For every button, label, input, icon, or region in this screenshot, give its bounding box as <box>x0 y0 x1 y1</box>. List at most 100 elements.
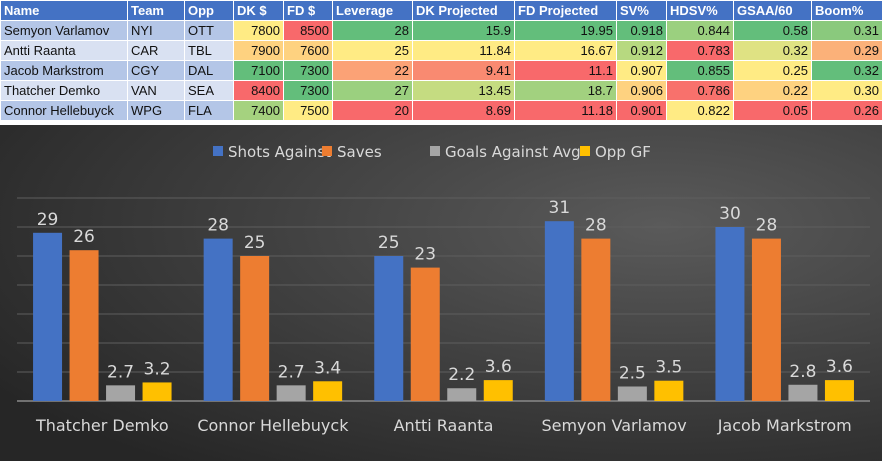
bar-shots-against <box>374 256 404 401</box>
table-cell: 7100 <box>233 60 284 81</box>
bar-saves <box>581 238 611 401</box>
column-header[interactable]: Name <box>0 0 128 21</box>
legend-entry[interactable]: Goals Against Avg <box>445 143 581 161</box>
table-row: Connor Hellebuyck WPG FLA 7400 7500 20 8.69 11.… <box>0 100 882 121</box>
table-row: Thatcher Demko VAN SEA 8400 7300 27 13.45 18.7 0… <box>0 80 882 101</box>
bar-shots-against <box>203 238 233 401</box>
data-label: 30 <box>719 204 741 224</box>
table-cell: 0.906 <box>616 80 667 101</box>
table-cell: 11.1 <box>514 60 617 81</box>
table-cell: Antti Raanta <box>0 40 128 61</box>
table-cell: 0.32 <box>811 60 882 81</box>
data-label: 2.8 <box>789 362 816 382</box>
table-cell: 0.32 <box>733 40 812 61</box>
table-cell: 0.844 <box>666 20 734 41</box>
bar-shots-against <box>544 221 574 401</box>
legend-entry[interactable]: Opp GF <box>595 143 651 161</box>
table-cell: 0.30 <box>811 80 882 101</box>
table-cell: 0.912 <box>616 40 667 61</box>
table-cell: 0.855 <box>666 60 734 81</box>
table-cell: 7900 <box>233 40 284 61</box>
table-cell: 7500 <box>283 100 333 121</box>
table-cell: 22 <box>332 60 413 81</box>
table-cell: Semyon Varlamov <box>0 20 128 41</box>
legend-swatch <box>213 146 223 156</box>
table-cell: WPG <box>127 100 185 121</box>
data-label: 3.5 <box>655 358 682 378</box>
table-cell: 0.58 <box>733 20 812 41</box>
data-label: 3.6 <box>826 357 853 377</box>
table-cell: 19.95 <box>514 20 617 41</box>
data-label: 3.6 <box>485 357 512 377</box>
table-cell: 28 <box>332 20 413 41</box>
table-cell: FLA <box>184 100 234 121</box>
table-cell: 0.786 <box>666 80 734 101</box>
table-cell: 0.25 <box>733 60 812 81</box>
table-cell: 25 <box>332 40 413 61</box>
table-cell: 7800 <box>233 20 284 41</box>
legend-swatch <box>430 146 440 156</box>
bar-saves <box>751 238 781 401</box>
data-label: 26 <box>73 227 95 247</box>
category-label: Semyon Varlamov <box>541 416 686 435</box>
data-label: 31 <box>549 198 571 218</box>
column-header[interactable]: Opp <box>184 0 234 21</box>
table-cell: 0.783 <box>666 40 734 61</box>
chart-background <box>0 125 882 461</box>
bar-goals-against-avg <box>276 385 306 401</box>
table-cell: 18.7 <box>514 80 617 101</box>
table-cell: OTT <box>184 20 234 41</box>
bar-saves <box>410 267 440 401</box>
table-cell: SEA <box>184 80 234 101</box>
table-row: Antti Raanta CAR TBL 7900 7600 25 11.84 16.67 0.… <box>0 40 882 61</box>
column-header[interactable]: DK $ <box>233 0 284 21</box>
column-header[interactable]: Boom% <box>811 0 882 21</box>
table-cell: 0.822 <box>666 100 734 121</box>
data-label: 28 <box>756 216 778 236</box>
category-label: Jacob Markstrom <box>717 416 852 435</box>
column-header[interactable]: GSAA/60 <box>733 0 812 21</box>
table-cell: 0.918 <box>616 20 667 41</box>
table-cell: CAR <box>127 40 185 61</box>
table-cell: 16.67 <box>514 40 617 61</box>
column-header[interactable]: HDSV% <box>666 0 734 21</box>
legend-swatch <box>580 146 590 156</box>
table-cell: 0.22 <box>733 80 812 101</box>
column-header[interactable]: Leverage <box>332 0 413 21</box>
data-label: 28 <box>585 216 607 236</box>
category-label: Thatcher Demko <box>35 416 169 435</box>
table-cell: 11.18 <box>514 100 617 121</box>
legend-swatch <box>322 146 332 156</box>
data-label: 29 <box>37 210 59 230</box>
bar-shots-against <box>715 227 745 401</box>
table-row: Semyon Varlamov NYI OTT 7800 8500 28 15.9 19.95… <box>0 20 882 41</box>
column-header[interactable]: SV% <box>616 0 667 21</box>
column-header[interactable]: FD Projected <box>514 0 617 21</box>
data-label: 23 <box>414 245 436 265</box>
table-cell: TBL <box>184 40 234 61</box>
goalie-stats-table: Name Team Opp DK $ FD $ Leverage DK Projected F… <box>0 0 882 121</box>
legend-entry[interactable]: Saves <box>337 143 382 161</box>
table-cell: 7600 <box>283 40 333 61</box>
column-header[interactable]: FD $ <box>283 0 333 21</box>
data-label: 3.2 <box>144 359 171 379</box>
column-header[interactable]: Team <box>127 0 185 21</box>
table-cell: 0.907 <box>616 60 667 81</box>
bar-goals-against-avg <box>788 384 818 401</box>
table-row: Jacob Markstrom CGY DAL 7100 7300 22 9.41 11.1 0… <box>0 60 882 81</box>
table-cell: 0.05 <box>733 100 812 121</box>
table-cell: Connor Hellebuyck <box>0 100 128 121</box>
column-header[interactable]: DK Projected <box>412 0 515 21</box>
table-cell: 11.84 <box>412 40 515 61</box>
table-cell: 0.29 <box>811 40 882 61</box>
table-cell: 15.9 <box>412 20 515 41</box>
table-cell: 0.31 <box>811 20 882 41</box>
bar-goals-against-avg <box>617 386 647 401</box>
table-cell: 20 <box>332 100 413 121</box>
bar-saves <box>69 250 99 401</box>
bar-opp-gf <box>824 380 854 401</box>
data-label: 2.2 <box>448 365 475 385</box>
data-label: 2.7 <box>278 362 305 382</box>
table-cell: 0.901 <box>616 100 667 121</box>
legend-entry[interactable]: Shots Against <box>228 143 331 161</box>
